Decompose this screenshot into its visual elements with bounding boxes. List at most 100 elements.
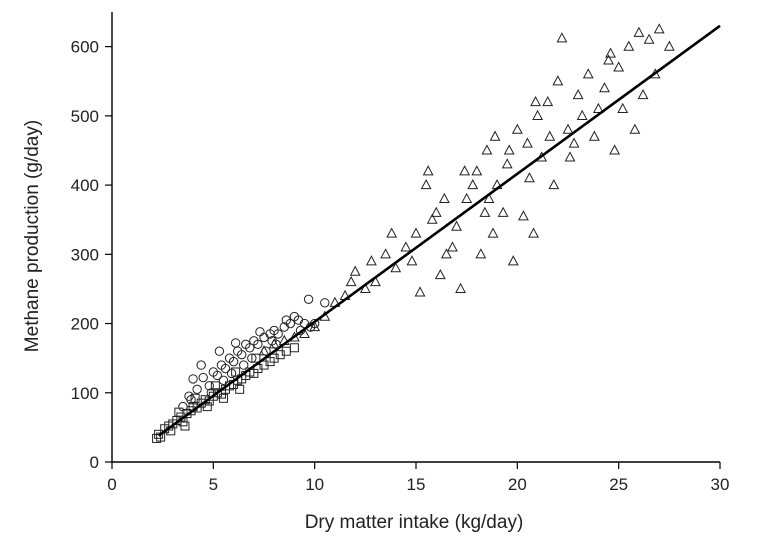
data-points — [152, 23, 675, 443]
data-point-triangle — [572, 89, 584, 100]
data-point-triangle — [522, 137, 533, 148]
data-point-square — [202, 402, 212, 412]
data-point-circle — [214, 346, 225, 356]
data-point-triangle — [430, 206, 442, 217]
data-point-triangle — [605, 47, 616, 58]
data-point-circle — [220, 363, 231, 374]
data-point-triangle — [487, 227, 499, 238]
data-point-circle — [273, 329, 283, 339]
data-point-triangle — [528, 227, 539, 238]
data-point-triangle — [582, 68, 594, 79]
data-point-triangle — [447, 241, 458, 252]
data-point-triangle — [467, 179, 479, 190]
data-point-triangle — [359, 282, 371, 294]
data-point-triangle — [386, 227, 398, 238]
data-point-triangle — [414, 286, 426, 297]
data-point-triangle — [365, 255, 377, 266]
data-point-triangle — [511, 123, 523, 134]
data-point-triangle — [410, 227, 422, 238]
y-tick-label: 100 — [71, 384, 99, 403]
data-point-circle — [253, 339, 263, 350]
data-point-triangle — [400, 241, 412, 252]
data-point-circle — [239, 360, 249, 370]
data-point-circle — [255, 327, 265, 337]
x-tick-label: 25 — [609, 475, 628, 494]
data-point-triangle — [552, 75, 564, 86]
data-point-triangle — [345, 275, 357, 287]
data-point-triangle — [420, 179, 432, 190]
data-point-circle — [198, 372, 208, 383]
data-point-square — [235, 384, 245, 394]
data-point-triangle — [471, 165, 483, 176]
y-tick-label: 300 — [71, 245, 99, 264]
data-point-triangle — [380, 248, 392, 259]
data-point-square — [190, 393, 200, 403]
data-point-triangle — [530, 95, 542, 107]
x-tick-label: 15 — [407, 475, 426, 494]
x-tick-label: 20 — [508, 475, 527, 494]
regression-line — [157, 24, 721, 437]
data-point-triangle — [258, 345, 270, 356]
data-point-circle — [204, 381, 214, 391]
data-point-triangle — [592, 102, 604, 114]
x-tick-label: 5 — [209, 475, 218, 494]
data-point-triangle — [503, 144, 515, 155]
data-point-square — [210, 381, 220, 391]
x-tick-label: 0 — [107, 475, 116, 494]
data-point-triangle — [479, 206, 491, 217]
data-point-triangle — [633, 26, 645, 37]
y-tick-label: 400 — [71, 176, 99, 195]
data-point-circle — [212, 370, 223, 381]
data-point-triangle — [501, 158, 513, 169]
x-tick-label: 30 — [711, 475, 730, 494]
data-point-triangle — [438, 192, 450, 204]
data-point-triangle — [564, 151, 576, 162]
data-point-triangle — [542, 95, 554, 107]
data-point-triangle — [544, 130, 556, 141]
data-point-triangle — [629, 123, 641, 134]
data-point-triangle — [603, 54, 614, 65]
data-point-circle — [186, 394, 196, 405]
data-point-triangle — [309, 320, 321, 332]
data-point-circle — [218, 375, 229, 386]
data-point-triangle — [390, 262, 402, 273]
data-point-triangle — [451, 220, 462, 231]
data-point-triangle — [268, 338, 280, 349]
data-point-triangle — [497, 206, 509, 217]
data-point-triangle — [576, 109, 588, 120]
data-point-triangle — [483, 192, 495, 204]
data-point-triangle — [299, 327, 310, 339]
data-point-triangle — [517, 210, 529, 221]
data-point-circle — [267, 336, 277, 346]
data-point-triangle — [507, 255, 519, 266]
data-point-triangle — [548, 179, 560, 190]
data-point-triangle — [556, 32, 568, 43]
data-point-triangle — [475, 248, 487, 259]
data-point-square — [275, 350, 285, 360]
x-axis-title: Dry matter intake (kg/day) — [305, 512, 524, 533]
data-point-triangle — [613, 61, 625, 72]
data-point-triangle — [568, 137, 580, 148]
data-point-square — [251, 353, 261, 363]
data-point-square — [259, 360, 269, 370]
data-point-triangle — [637, 89, 649, 100]
data-point-triangle — [623, 40, 635, 51]
data-point-triangle — [653, 23, 665, 34]
data-point-triangle — [617, 102, 629, 114]
data-point-square — [281, 346, 291, 356]
data-point-square — [180, 421, 190, 431]
data-point-triangle — [489, 130, 501, 141]
data-point-circle — [247, 353, 257, 363]
data-point-triangle — [609, 144, 621, 155]
data-point-circle — [192, 384, 202, 395]
data-point-triangle — [349, 265, 361, 276]
data-point-circle — [228, 356, 239, 367]
data-point-square — [269, 353, 279, 363]
y-tick-label: 500 — [71, 107, 99, 126]
data-point-square — [231, 367, 241, 377]
data-point-circle — [320, 298, 330, 308]
data-point-triangle — [524, 172, 535, 183]
data-point-triangle — [426, 213, 438, 224]
data-point-circle — [196, 360, 206, 370]
